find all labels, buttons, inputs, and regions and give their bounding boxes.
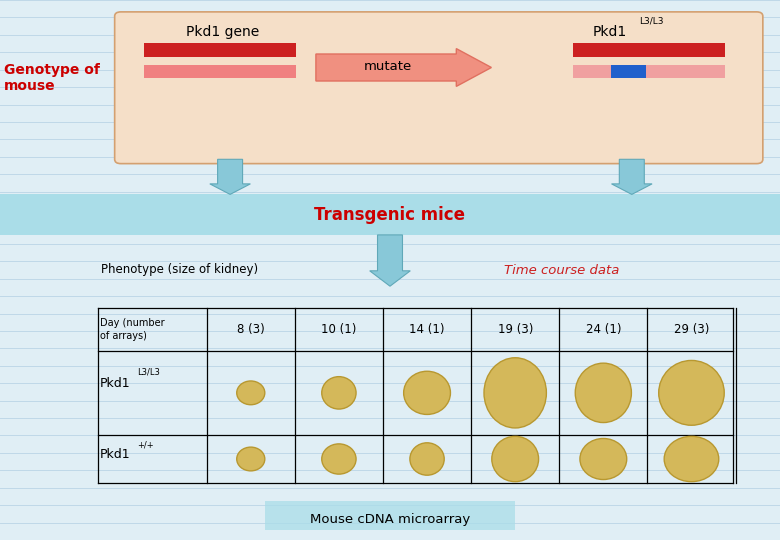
Text: 29 (3): 29 (3) — [674, 323, 709, 336]
Text: Day (number
of arrays): Day (number of arrays) — [100, 318, 165, 341]
FancyArrow shape — [370, 235, 410, 286]
Bar — [265, 501, 515, 530]
Ellipse shape — [575, 363, 632, 422]
Ellipse shape — [404, 372, 451, 415]
Ellipse shape — [237, 447, 265, 471]
Ellipse shape — [484, 358, 546, 428]
Ellipse shape — [658, 361, 724, 426]
Text: 8 (3): 8 (3) — [237, 323, 264, 336]
Text: Transgenic mice: Transgenic mice — [314, 206, 466, 224]
Ellipse shape — [321, 377, 356, 409]
Text: mutate: mutate — [364, 60, 412, 73]
Bar — [144, 65, 296, 78]
Bar — [0, 194, 780, 235]
Ellipse shape — [321, 444, 356, 474]
Bar — [611, 65, 646, 78]
Ellipse shape — [410, 443, 445, 475]
Ellipse shape — [491, 436, 538, 482]
Ellipse shape — [664, 436, 719, 482]
Text: Pkd1 gene: Pkd1 gene — [186, 25, 259, 39]
Bar — [573, 43, 725, 57]
Bar — [573, 65, 725, 78]
Ellipse shape — [237, 381, 265, 405]
Text: Pkd1: Pkd1 — [100, 448, 130, 461]
FancyArrow shape — [316, 49, 491, 86]
Text: Phenotype (size of kidney): Phenotype (size of kidney) — [101, 264, 258, 276]
Text: Time course data: Time course data — [504, 264, 619, 276]
FancyArrow shape — [612, 159, 652, 194]
FancyArrow shape — [210, 159, 250, 194]
Text: 10 (1): 10 (1) — [321, 323, 356, 336]
Text: 19 (3): 19 (3) — [498, 323, 533, 336]
Text: L3/L3: L3/L3 — [137, 368, 160, 377]
Text: +/+: +/+ — [137, 440, 154, 449]
Text: 24 (1): 24 (1) — [586, 323, 621, 336]
Text: L3/L3: L3/L3 — [640, 16, 664, 25]
Text: Mouse cDNA microarray: Mouse cDNA microarray — [310, 513, 470, 526]
Bar — [144, 43, 296, 57]
Text: 14 (1): 14 (1) — [410, 323, 445, 336]
Text: Genotype of
mouse: Genotype of mouse — [4, 63, 100, 93]
Text: Pkd1: Pkd1 — [100, 376, 130, 390]
FancyBboxPatch shape — [115, 12, 763, 164]
Ellipse shape — [580, 438, 626, 480]
Text: Pkd1: Pkd1 — [593, 25, 627, 39]
